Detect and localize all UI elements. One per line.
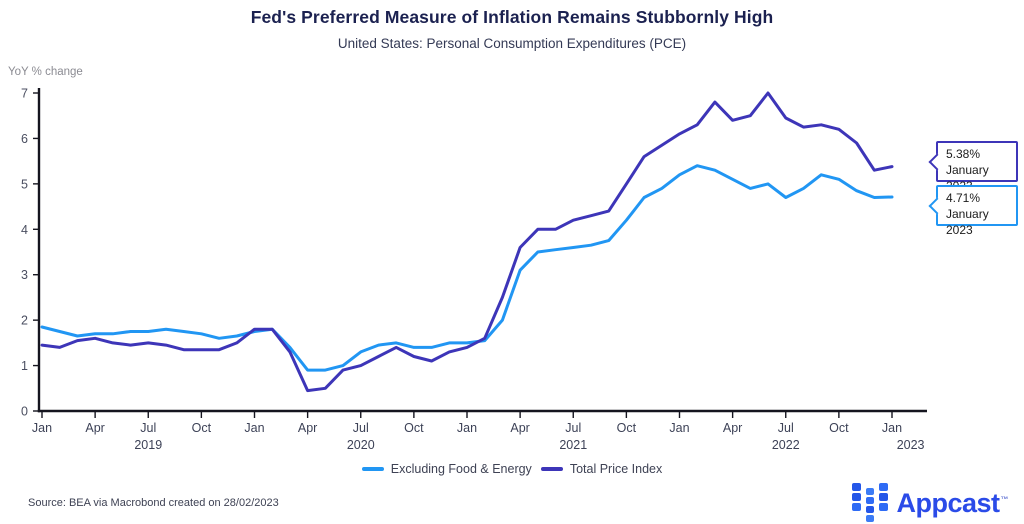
x-tick-label: Apr — [85, 421, 104, 435]
y-tick-label: 3 — [21, 268, 28, 282]
x-tick-label: Apr — [723, 421, 742, 435]
x-tick-label: Apr — [298, 421, 317, 435]
page-subtitle: United States: Personal Consumption Expe… — [337, 36, 687, 51]
year-label: 2021 — [559, 438, 587, 452]
year-label: 2020 — [347, 438, 375, 452]
source-attribution: Source: BEA via Macrobond created on 28/… — [28, 497, 279, 509]
appcast-logo: Appcast™ — [852, 481, 1008, 522]
y-tick-label: 5 — [21, 177, 28, 191]
x-tick-label: Jul — [778, 421, 794, 435]
callout-value: 4.71% — [946, 191, 981, 205]
x-tick-label: Jan — [882, 421, 902, 435]
x-tick-label: Jul — [565, 421, 581, 435]
appcast-wordmark: Appcast™ — [896, 488, 1009, 518]
legend-swatch-icon — [361, 467, 384, 471]
y-tick-label: 7 — [21, 87, 28, 101]
callout-excluding-food-energy: 4.71% January 2023 — [928, 185, 1018, 237]
year-label: 2019 — [134, 438, 162, 452]
y-axis-title: YoY % change — [8, 66, 83, 78]
x-tick-label: Oct — [404, 421, 424, 435]
x-tick-label: Apr — [510, 421, 529, 435]
line-total-price-index — [40, 91, 894, 393]
y-tick-label: 6 — [21, 132, 28, 146]
legend-label: Excluding Food & Energy — [390, 462, 532, 476]
y-tick-label: 4 — [21, 223, 28, 237]
callout-value: 5.38% — [946, 147, 981, 161]
x-tick-label: Oct — [192, 421, 212, 435]
x-tick-label: Jan — [32, 421, 52, 435]
x-tick-label: Oct — [617, 421, 637, 435]
x-tick-label: Jul — [353, 421, 369, 435]
x-tick-label: Jan — [244, 421, 264, 435]
year-label: 2023 — [897, 438, 925, 452]
trademark-symbol: ™ — [1000, 495, 1009, 504]
y-tick-label: 0 — [21, 405, 28, 419]
legend-item-excluding-food-energy: Excluding Food & Energy — [361, 462, 532, 476]
callout-date: January 2023 — [946, 207, 989, 237]
callout-total-price-index: 5.38% January 2023 — [928, 141, 1018, 193]
page-title: Fed's Preferred Measure of Inflation Rem… — [250, 7, 774, 27]
x-tick-label: Oct — [829, 421, 849, 435]
x-tick-label: Jan — [457, 421, 477, 435]
legend-label: Total Price Index — [569, 462, 663, 476]
appcast-squares-icon — [852, 482, 889, 522]
chart-legend: Excluding Food & Energy Total Price Inde… — [0, 462, 1024, 476]
y-tick-label: 1 — [21, 359, 28, 373]
y-tick-label: 2 — [21, 314, 28, 328]
x-tick-label: Jan — [669, 421, 689, 435]
legend-swatch-icon — [540, 467, 563, 471]
year-label: 2022 — [772, 438, 800, 452]
line-excluding-food-energy — [40, 164, 894, 372]
x-tick-label: Jul — [140, 421, 156, 435]
legend-item-total-price-index: Total Price Index — [540, 462, 663, 476]
